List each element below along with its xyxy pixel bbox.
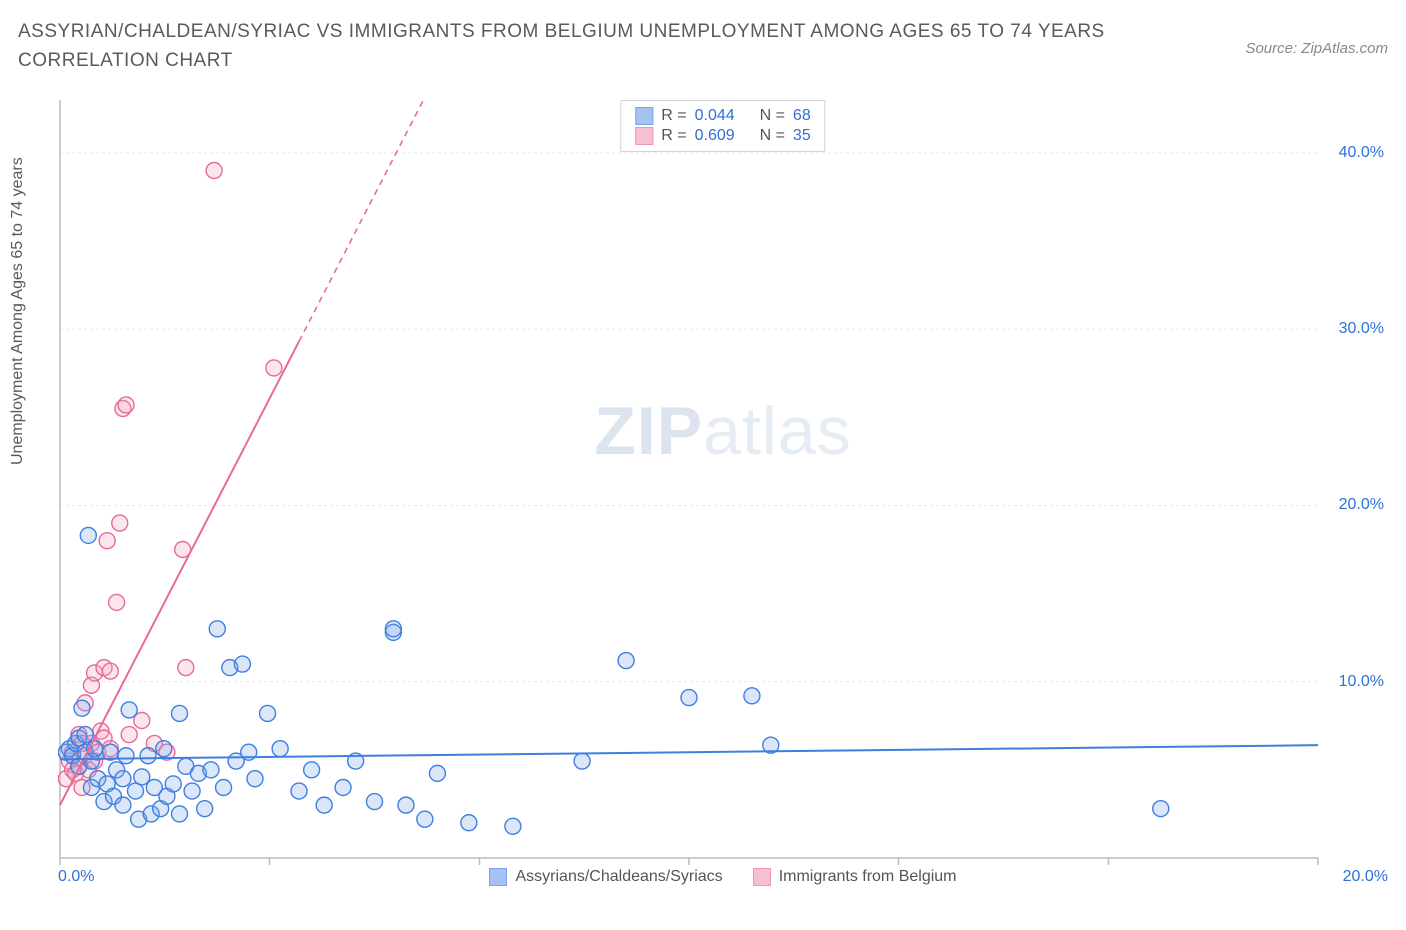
legend-label-a: Assyrians/Chaldeans/Syriacs [515,868,722,886]
r-value-a: 0.044 [695,107,735,125]
n-value-b: 35 [793,127,811,145]
swatch-b [635,127,653,145]
chart-title: ASSYRIAN/CHALDEAN/SYRIAC VS IMMIGRANTS F… [18,18,1118,75]
stats-row-a: R = 0.044 N = 68 [635,107,810,125]
n-label: N = [760,107,785,125]
scatter-plot [58,98,1388,892]
legend-item-b: Immigrants from Belgium [753,868,957,886]
legend-item-a: Assyrians/Chaldeans/Syriacs [489,868,722,886]
swatch-b-bottom [753,868,771,886]
source-label: Source: ZipAtlas.com [1245,40,1388,57]
stats-legend: R = 0.044 N = 68 R = 0.609 N = 35 [620,100,825,152]
r-label: R = [661,107,686,125]
n-label: N = [760,127,785,145]
y-axis-label: Unemployment Among Ages 65 to 74 years [9,157,27,465]
y-tick-label: 30.0% [1339,320,1384,338]
swatch-a [635,107,653,125]
legend-label-b: Immigrants from Belgium [779,868,957,886]
r-value-b: 0.609 [695,127,735,145]
r-label: R = [661,127,686,145]
y-tick-label: 20.0% [1339,496,1384,514]
series-legend: Assyrians/Chaldeans/Syriacs Immigrants f… [58,868,1388,886]
n-value-a: 68 [793,107,811,125]
swatch-a-bottom [489,868,507,886]
chart-area: ZIPatlas R = 0.044 N = 68 R = 0.609 N = … [58,98,1388,892]
y-tick-label: 10.0% [1339,673,1384,691]
stats-row-b: R = 0.609 N = 35 [635,127,810,145]
y-tick-label: 40.0% [1339,144,1384,162]
